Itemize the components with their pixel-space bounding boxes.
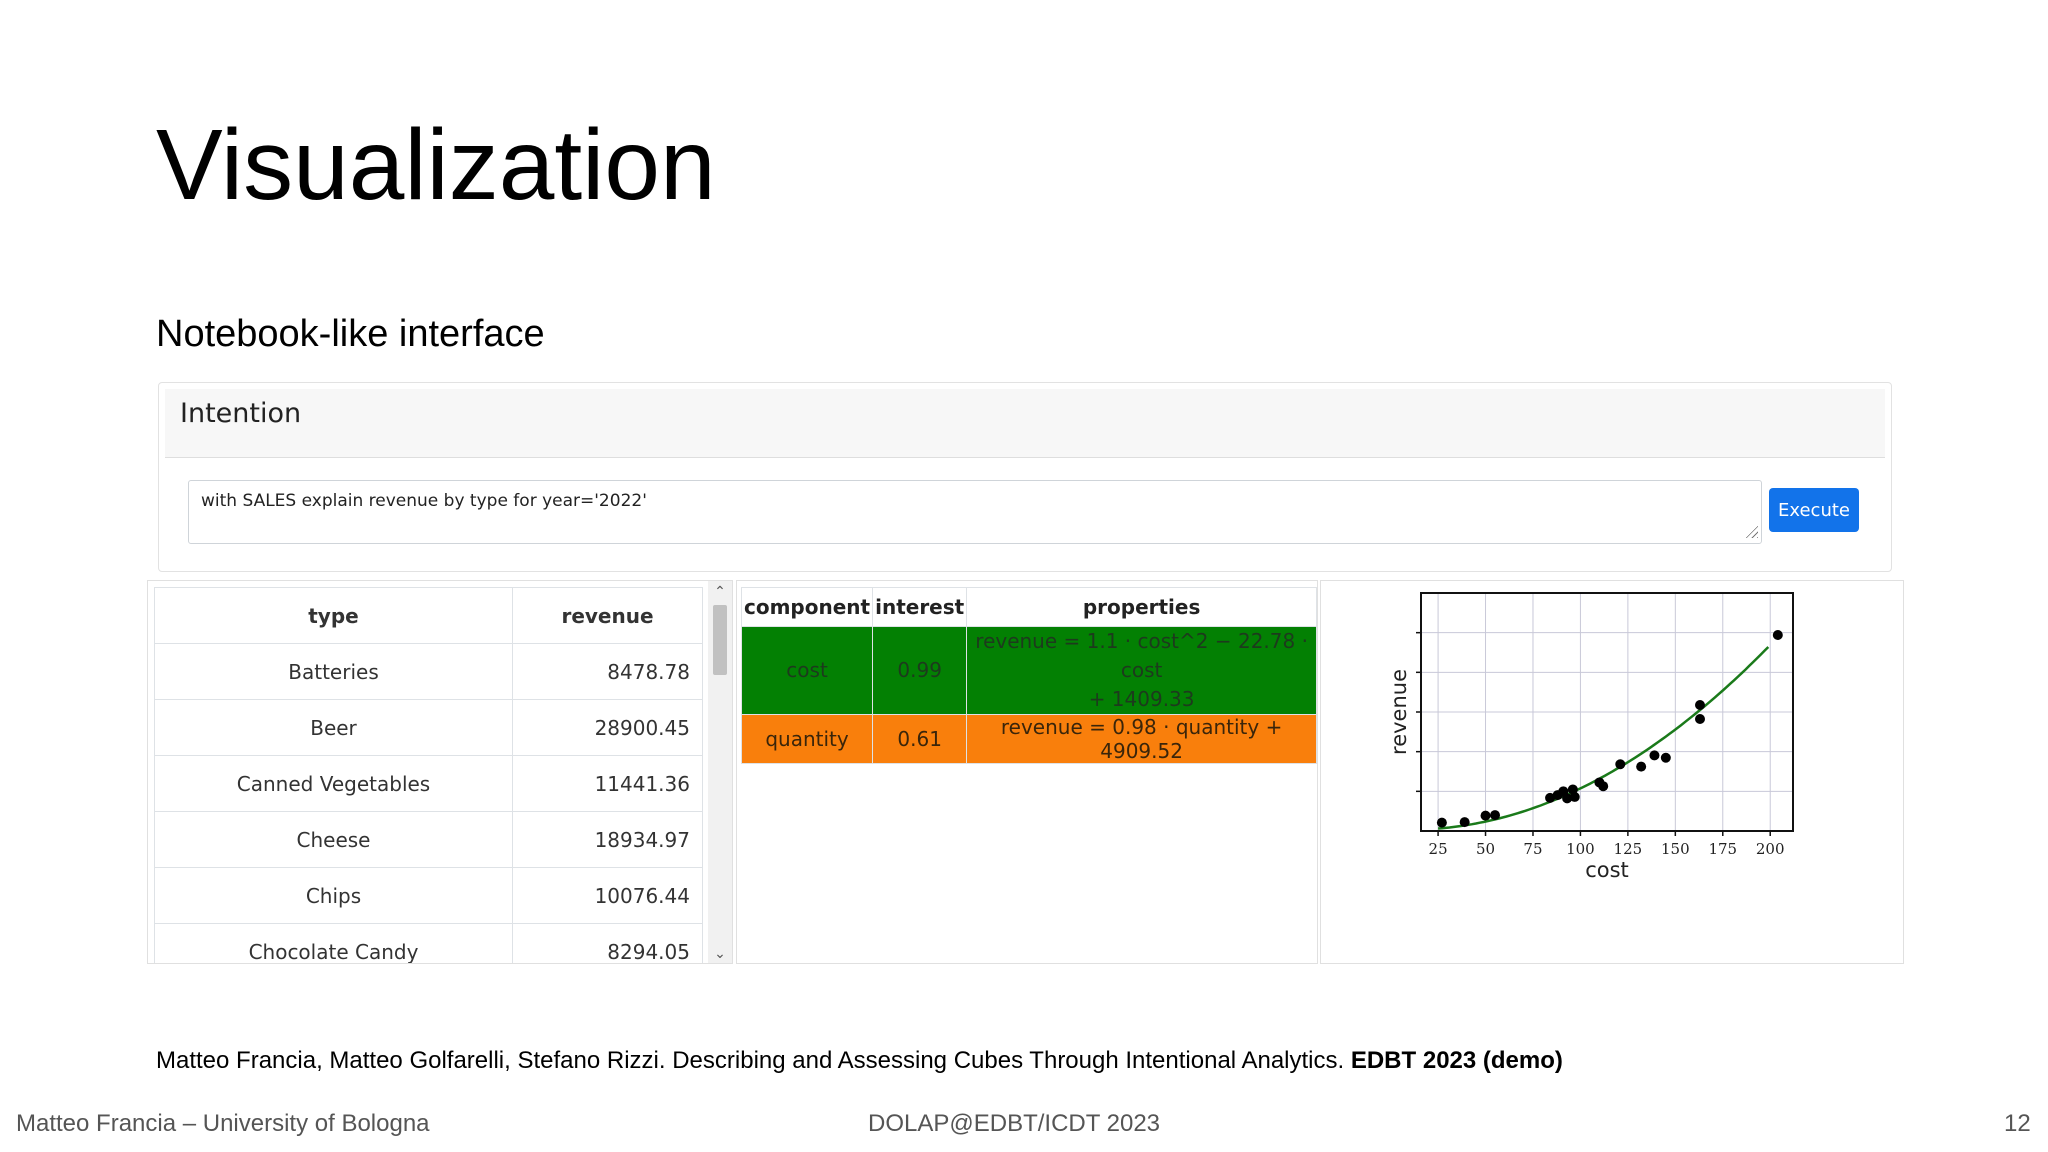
footer-venue: DOLAP@EDBT/ICDT 2023: [868, 1110, 1161, 1137]
cell-properties: revenue = 0.98 · quantity + 4909.52: [966, 714, 1317, 764]
component-panel: component interest properties cost 0.99 …: [736, 580, 1318, 964]
data-point: [1436, 817, 1447, 828]
x-tick-label: 75: [1523, 840, 1542, 858]
x-tick-label: 50: [1476, 840, 1495, 858]
cell-type: Chips: [154, 867, 513, 924]
page-number: 12: [2004, 1110, 2031, 1137]
scatter-chart: 25 50 75 100 125 150 175 200 cost revenue: [1387, 592, 1794, 882]
cell-type: Beer: [154, 699, 513, 756]
data-point: [1649, 750, 1660, 761]
intention-header: [165, 389, 1885, 458]
table-row: Batteries 8478.78: [154, 643, 703, 700]
cell-revenue: 28900.45: [512, 699, 703, 756]
table-row: Canned Vegetables 11441.36: [154, 755, 703, 812]
data-point: [1569, 791, 1580, 802]
cell-component: cost: [740, 626, 874, 715]
column-header-revenue[interactable]: revenue: [512, 587, 703, 644]
slide-title: Visualization: [156, 109, 716, 221]
data-point: [1695, 714, 1705, 724]
data-point: [1545, 792, 1556, 803]
cell-type: Canned Vegetables: [154, 755, 513, 812]
cell-revenue: 18934.97: [512, 811, 703, 868]
data-point: [1695, 700, 1705, 710]
execute-button[interactable]: Execute: [1769, 488, 1859, 532]
cell-interest: 0.61: [872, 714, 968, 764]
table-row: Cheese 18934.97: [154, 811, 703, 868]
column-header-component[interactable]: component: [740, 587, 874, 627]
x-tick-label: 175: [1708, 840, 1737, 858]
properties-line: revenue = 1.1 · cost^2 − 22.78 · cost: [975, 629, 1308, 682]
column-header-properties[interactable]: properties: [966, 587, 1317, 627]
x-tick-label: 125: [1614, 840, 1643, 858]
properties-line: + 1409.33: [1088, 687, 1195, 711]
intention-title: Intention: [180, 398, 302, 429]
component-table: component interest properties cost 0.99 …: [740, 587, 1317, 764]
component-row-cost: cost 0.99 revenue = 1.1 · cost^2 − 22.78…: [740, 626, 1317, 715]
data-point: [1615, 759, 1626, 770]
cell-interest: 0.99: [872, 626, 968, 715]
cell-component: quantity: [740, 714, 874, 764]
x-tick-label: 25: [1429, 840, 1448, 858]
scroll-up-icon[interactable]: ⌃: [714, 583, 726, 599]
cell-properties: revenue = 1.1 · cost^2 − 22.78 · cost + …: [966, 626, 1317, 715]
data-point: [1772, 630, 1783, 640]
data-point: [1562, 793, 1573, 804]
cell-revenue: 8478.78: [512, 643, 703, 700]
table-row: Chips 10076.44: [154, 867, 703, 924]
data-point: [1598, 781, 1609, 792]
x-tick-label: 150: [1661, 840, 1690, 858]
x-tick-label: 100: [1566, 840, 1595, 858]
citation-venue: EDBT 2023 (demo): [1350, 1047, 1563, 1074]
column-header-type[interactable]: type: [154, 587, 513, 644]
cell-revenue: 11441.36: [512, 755, 703, 812]
data-point: [1567, 784, 1578, 795]
data-point: [1636, 761, 1647, 772]
data-table: type revenue Batteries 8478.78 Beer 2890…: [154, 587, 703, 963]
table-row: Beer 28900.45: [154, 699, 703, 756]
x-axis-label: cost: [1585, 858, 1629, 882]
component-row-quantity: quantity 0.61 revenue = 0.98 · quantity …: [740, 714, 1317, 764]
x-tick-label: 200: [1756, 840, 1785, 858]
footer-author: Matteo Francia – University of Bologna: [16, 1110, 430, 1137]
cell-revenue: 8294.05: [512, 923, 703, 963]
cell-type: Cheese: [154, 811, 513, 868]
cell-type: Batteries: [154, 643, 513, 700]
y-axis-label: revenue: [1387, 669, 1411, 755]
column-header-interest[interactable]: interest: [872, 587, 968, 627]
table-scrollbar[interactable]: ⌃ ⌄: [708, 581, 732, 963]
citation-text: Matteo Francia, Matteo Golfarelli, Stefa…: [156, 1047, 1345, 1074]
citation: Matteo Francia, Matteo Golfarelli, Stefa…: [156, 1047, 1563, 1075]
slide-subtitle: Notebook-like interface: [156, 313, 545, 355]
fit-curve: [1438, 646, 1770, 830]
data-point: [1660, 752, 1671, 763]
cell-type: Chocolate Candy: [154, 923, 513, 963]
scroll-thumb[interactable]: [713, 605, 727, 675]
scroll-down-icon[interactable]: ⌄: [714, 945, 726, 961]
data-table-panel: type revenue Batteries 8478.78 Beer 2890…: [147, 580, 733, 964]
data-point: [1490, 810, 1501, 821]
data-point: [1480, 810, 1491, 821]
cell-revenue: 10076.44: [512, 867, 703, 924]
table-row: Chocolate Candy 8294.05: [154, 923, 703, 963]
query-input[interactable]: with SALES explain revenue by type for y…: [188, 480, 1762, 544]
data-point: [1459, 817, 1470, 828]
chart-panel: 25 50 75 100 125 150 175 200 cost revenue: [1320, 580, 1904, 964]
